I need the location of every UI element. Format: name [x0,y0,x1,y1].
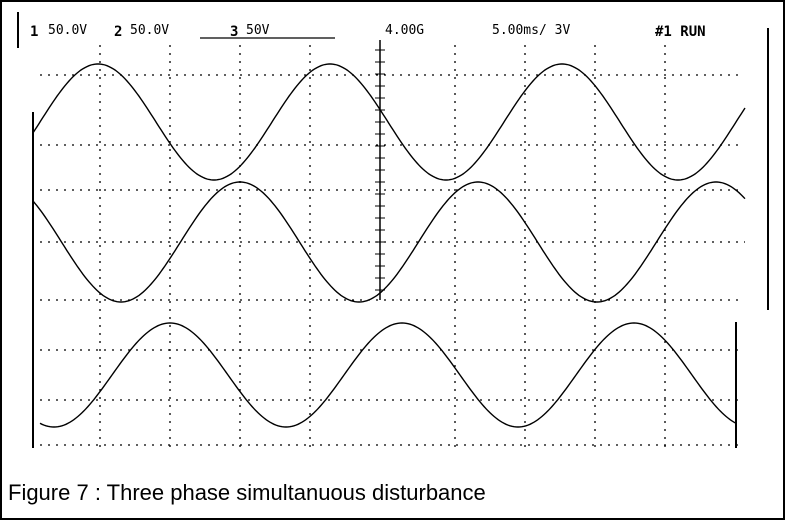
channel-label: 3 [230,24,238,40]
channel-scale: 50.0V [130,23,169,38]
run-status: #1 RUN [655,24,706,40]
channel-scale: 50V [246,23,270,38]
channel-label: 1 [30,24,38,40]
caption: Figure 7 : Three phase simultanuous dist… [8,480,486,505]
waveform [32,181,746,303]
channel-scale: 50.0V [48,23,87,38]
sample-rate: 4.00G [385,23,424,38]
channel-label: 2 [114,24,122,40]
waveform [39,322,737,428]
waveform [32,63,746,181]
scope-screen [17,12,769,448]
timebase: 5.00ms/ 3V [492,23,570,38]
